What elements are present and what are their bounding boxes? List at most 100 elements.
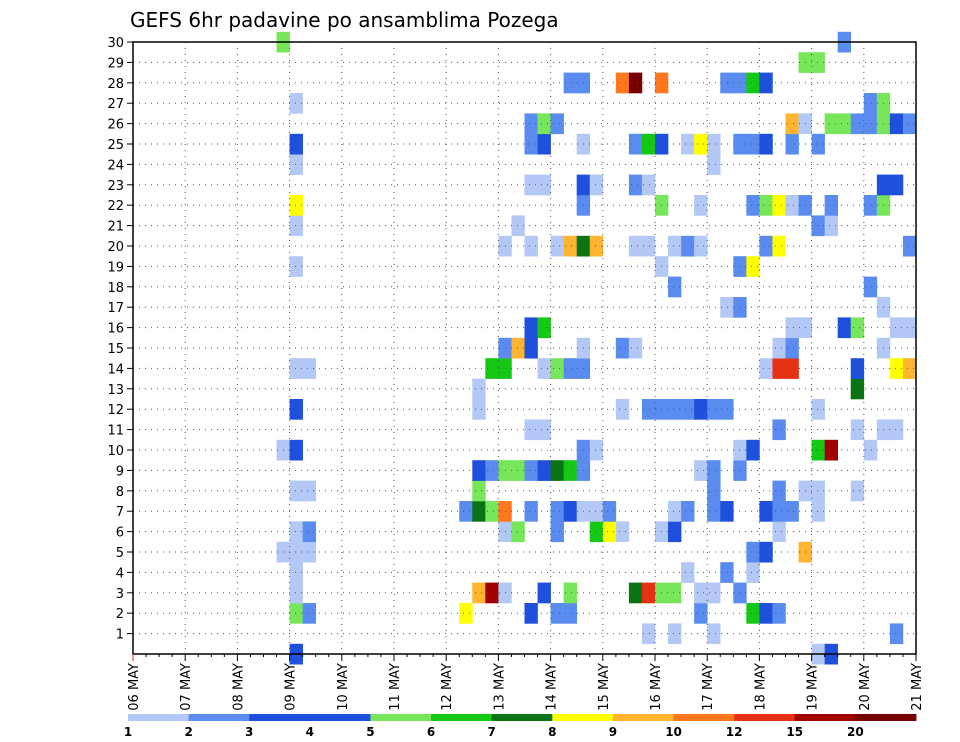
heatmap-cell [850, 419, 865, 441]
heatmap-cell [524, 113, 538, 135]
x-tick-label: 16 MAY [649, 663, 664, 711]
heatmap-cell [785, 195, 799, 216]
heatmap-cell [889, 113, 904, 135]
heatmap-cell [511, 337, 525, 359]
heatmap-cell [772, 603, 786, 624]
heatmap-cell [668, 399, 682, 420]
heatmap-cell [289, 133, 303, 155]
heatmap-cell [302, 603, 316, 624]
heatmap-cell [694, 460, 708, 481]
heatmap-cell [524, 235, 538, 257]
heatmap-cell [563, 72, 577, 94]
heatmap-cell [746, 256, 760, 277]
heatmap-cell [563, 603, 577, 624]
heatmap-cell [889, 174, 904, 196]
heatmap-cell [824, 215, 838, 237]
heatmap-cell [811, 215, 825, 237]
heatmap-cell [289, 562, 303, 583]
heatmap-cell [707, 399, 721, 420]
heatmap-cell [537, 460, 551, 481]
heatmap-cell [707, 623, 721, 645]
heatmap-cell [472, 460, 486, 481]
heatmap-cell [641, 399, 656, 420]
heatmap-cell [537, 419, 551, 441]
colorbar-label: 7 [488, 725, 496, 739]
heatmap-cell [472, 501, 486, 522]
heatmap-cell [472, 378, 486, 400]
heatmap-cell [289, 603, 303, 624]
heatmap-cell [850, 317, 865, 339]
heatmap-cell [668, 235, 682, 257]
heatmap-cell [641, 623, 656, 645]
y-tick-label: 17 [107, 301, 124, 316]
y-tick-label: 27 [107, 97, 124, 112]
colorbar-swatch [612, 714, 674, 721]
heatmap-cell [889, 317, 904, 339]
heatmap-cell [707, 154, 721, 175]
heatmap-cell [811, 133, 825, 155]
heatmap-cells [276, 31, 917, 665]
x-tick-label: 19 MAY [806, 663, 821, 711]
heatmap-cell [772, 419, 786, 441]
heatmap-cell [302, 480, 316, 502]
heatmap-cell [289, 521, 303, 543]
heatmap-cell [628, 582, 643, 604]
colorbar-label: 8 [548, 725, 556, 739]
heatmap-cell [537, 174, 551, 196]
heatmap-cell [746, 562, 760, 583]
heatmap-cell [589, 439, 604, 461]
heatmap-cell [707, 582, 721, 604]
colorbar-label: 12 [726, 725, 743, 739]
x-tick-label: 11 MAY [388, 663, 403, 711]
heatmap-cell [563, 235, 577, 257]
heatmap-cell [746, 195, 760, 216]
heatmap-cell [863, 93, 878, 114]
heatmap-cell [589, 174, 604, 196]
y-tick-label: 13 [107, 383, 124, 398]
heatmap-cell [511, 215, 525, 237]
heatmap-cell [511, 521, 525, 543]
colorbar-label: 9 [609, 725, 617, 739]
heatmap-cell [524, 501, 538, 522]
heatmap-cell [550, 521, 564, 543]
heatmap-cell [459, 603, 473, 624]
heatmap-cell [668, 521, 682, 543]
colorbar-label: 6 [427, 725, 435, 739]
heatmap-cell [485, 501, 499, 522]
y-tick-label: 29 [107, 56, 124, 71]
heatmap-cell [759, 195, 773, 216]
colorbar: 1 2 3 4 5 6 7 8 9 10 12 15 20 [124, 714, 917, 739]
y-tick-label: 2 [116, 607, 124, 622]
heatmap-cell [302, 541, 316, 563]
heatmap-cell [589, 501, 604, 522]
heatmap-cell [563, 501, 577, 522]
heatmap-cell [563, 460, 577, 481]
heatmap-cell [289, 215, 303, 237]
heatmap-cell [707, 460, 721, 481]
x-tick-label: 20 MAY [858, 663, 873, 711]
heatmap-cell [902, 235, 917, 257]
colorbar-swatch [370, 714, 432, 721]
y-tick-label: 11 [107, 424, 124, 439]
heatmap-cell [681, 235, 695, 257]
colorbar-swatch [552, 714, 614, 721]
heatmap-cell [628, 337, 643, 359]
colorbar-label: 4 [306, 725, 314, 739]
colorbar-swatch [734, 714, 796, 721]
heatmap-cell [720, 297, 734, 318]
heatmap-cell [785, 358, 799, 379]
heatmap-cell [472, 480, 486, 502]
heatmap-cell [863, 113, 878, 135]
heatmap-cell [628, 174, 643, 196]
y-tick-label: 26 [107, 118, 124, 133]
heatmap-cell [694, 133, 708, 155]
heatmap-cell [837, 317, 852, 339]
x-tick-label: 07 MAY [179, 663, 194, 711]
heatmap-cell [785, 501, 799, 522]
y-tick-label: 8 [116, 485, 124, 500]
heatmap-cell [889, 358, 904, 379]
chart-title: GEFS 6hr padavine po ansamblima Pozega [130, 8, 559, 32]
colorbar-swatch [794, 714, 856, 721]
heatmap-cell [902, 113, 917, 135]
